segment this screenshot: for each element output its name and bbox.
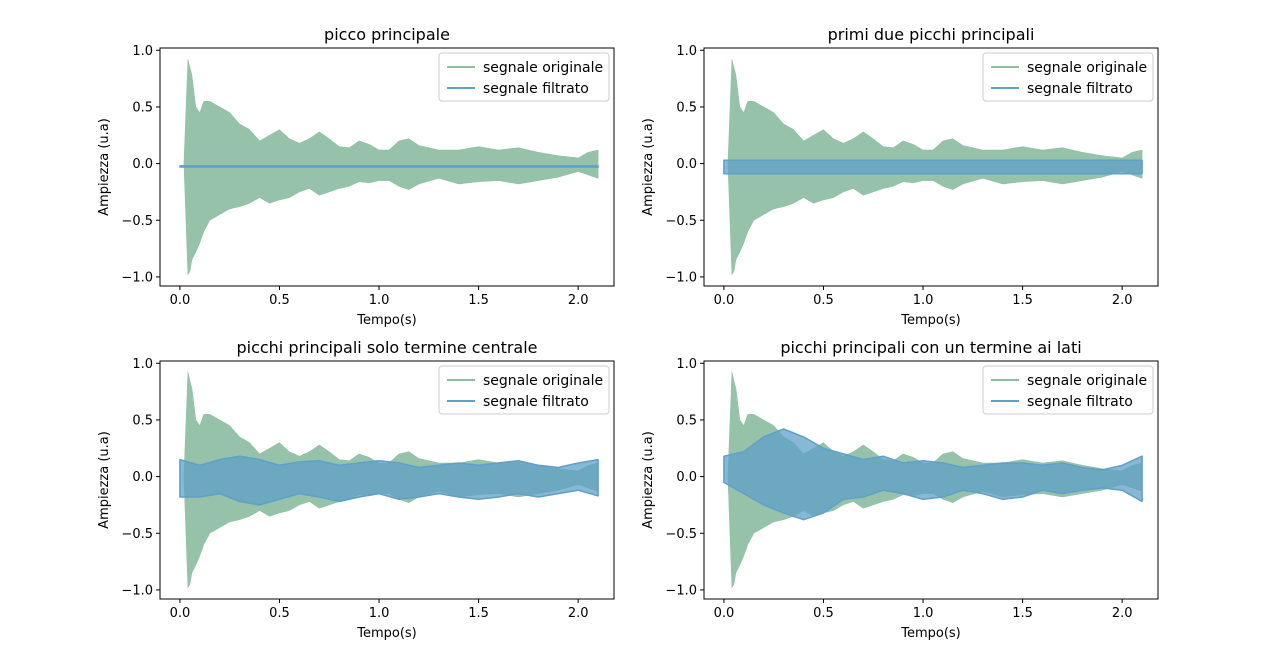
x-tick-label: 0.5 — [269, 606, 290, 621]
y-axis-label: Ampiezza (u.a) — [641, 118, 656, 216]
x-tick-label: 0.0 — [714, 293, 735, 308]
x-tick-label: 1.5 — [1012, 606, 1033, 621]
x-axis-label: Tempo(s) — [356, 313, 417, 328]
y-tick-label: 1.0 — [132, 357, 153, 372]
x-tick-label: 0.0 — [714, 606, 735, 621]
axes-frame — [703, 47, 1159, 287]
y-tick-label: −1.0 — [665, 583, 697, 598]
x-tick-label: 0.5 — [269, 293, 290, 308]
legend: segnale originale segnale filtrato — [438, 365, 610, 415]
legend-box — [982, 365, 1154, 415]
y-axis-label: Ampiezza (u.a) — [97, 118, 112, 216]
series-area-2 — [179, 455, 599, 506]
legend-label: segnale originale — [1027, 373, 1147, 389]
chart-title: picchi principali con un termine ai lati — [780, 338, 1081, 357]
x-axis-label: Tempo(s) — [356, 626, 417, 641]
legend-label: segnale originale — [483, 373, 603, 389]
axes-frame — [159, 47, 615, 287]
x-tick-label: 0.5 — [813, 606, 834, 621]
y-tick-label: 1.0 — [132, 44, 153, 59]
y-tick-label: 0.0 — [676, 470, 697, 485]
x-tick-label: 2.0 — [568, 293, 589, 308]
legend: segnale originale segnale filtrato — [982, 365, 1154, 415]
y-tick-label: 0.0 — [676, 157, 697, 172]
legend-box — [982, 52, 1154, 102]
chart-title: picco principale — [324, 25, 450, 44]
series-area-2 — [179, 165, 599, 168]
legend: segnale originale segnale filtrato — [982, 52, 1154, 102]
x-tick-label: 1.5 — [468, 293, 489, 308]
y-tick-label: 0.0 — [132, 470, 153, 485]
y-axis-label: Ampiezza (u.a) — [97, 431, 112, 529]
x-tick-label: 2.0 — [1112, 293, 1133, 308]
x-tick-label: 2.0 — [1112, 606, 1133, 621]
y-tick-label: −1.0 — [121, 270, 153, 285]
y-tick-label: 0.0 — [132, 157, 153, 172]
subplot-2: 0.0 0.5 1.0 1.5 2.0 −1.0 −0.5 0.0 0.5 1.0 primi du… — [641, 25, 1159, 328]
series-area-2 — [723, 428, 1143, 521]
y-tick-label: 1.0 — [676, 357, 697, 372]
y-tick-label: 0.5 — [132, 100, 153, 115]
x-tick-label: 1.0 — [369, 606, 390, 621]
subplot-4: 0.0 0.5 1.0 1.5 2.0 −1.0 −0.5 0.0 0.5 1.0 picchi p… — [641, 338, 1159, 641]
y-tick-label: −0.5 — [121, 214, 153, 229]
x-tick-label: 1.0 — [913, 293, 934, 308]
legend-box — [438, 52, 610, 102]
y-tick-label: 0.5 — [676, 100, 697, 115]
y-tick-label: −0.5 — [121, 527, 153, 542]
x-axis-label: Tempo(s) — [900, 626, 961, 641]
x-tick-label: 0.0 — [170, 293, 191, 308]
legend-label: segnale filtrato — [483, 81, 589, 97]
series-area-2 — [723, 159, 1143, 175]
legend: segnale originale segnale filtrato — [438, 52, 610, 102]
x-tick-label: 2.0 — [568, 606, 589, 621]
y-tick-label: −0.5 — [665, 214, 697, 229]
legend-label: segnale originale — [483, 60, 603, 76]
subplot-3: 0.0 0.5 1.0 1.5 2.0 −1.0 −0.5 0.0 0.5 1.0 picchi p… — [97, 338, 615, 641]
x-tick-label: 1.0 — [913, 606, 934, 621]
legend-label: segnale filtrato — [483, 394, 589, 410]
legend-box — [438, 365, 610, 415]
y-tick-label: −1.0 — [665, 270, 697, 285]
x-axis-label: Tempo(s) — [900, 313, 961, 328]
subplot-1: 0.0 0.5 1.0 1.5 2.0 −1.0 −0.5 0.0 0.5 1.0 picco pr… — [97, 25, 615, 328]
y-axis-label: Ampiezza (u.a) — [641, 431, 656, 529]
y-tick-label: −0.5 — [665, 527, 697, 542]
chart-title: primi due picchi principali — [828, 25, 1035, 44]
axes-frame — [703, 360, 1159, 600]
chart-title: picchi principali solo termine centrale — [236, 338, 537, 357]
x-tick-label: 1.0 — [369, 293, 390, 308]
legend-label: segnale filtrato — [1027, 81, 1133, 97]
axes-frame — [159, 360, 615, 600]
y-tick-label: 0.5 — [676, 413, 697, 428]
legend-label: segnale originale — [1027, 60, 1147, 76]
y-tick-label: 0.5 — [132, 413, 153, 428]
y-tick-label: 1.0 — [676, 44, 697, 59]
x-tick-label: 0.0 — [170, 606, 191, 621]
x-tick-label: 1.5 — [468, 606, 489, 621]
x-tick-label: 1.5 — [1012, 293, 1033, 308]
legend-label: segnale filtrato — [1027, 394, 1133, 410]
y-tick-label: −1.0 — [121, 583, 153, 598]
x-tick-label: 0.5 — [813, 293, 834, 308]
